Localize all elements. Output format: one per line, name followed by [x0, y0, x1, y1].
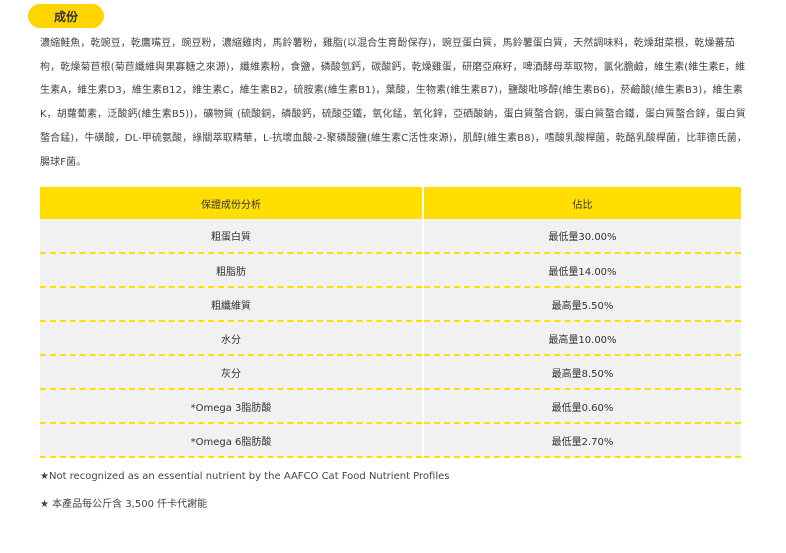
- nutrient-value: 最低量0.60%: [423, 389, 741, 424]
- table-row: 粗脂肪 最低量14.00%: [40, 253, 741, 288]
- nutrient-value: 最低量2.70%: [423, 423, 741, 458]
- footnote-calories: ★ 本產品每公斤含 3,500 仟卡代謝能: [40, 499, 208, 510]
- guaranteed-analysis-table: 保證成份分析 佔比 粗蛋白質 最低量30.00% 粗脂肪 最低量14.00% 粗…: [40, 187, 741, 458]
- nutrient-value: 最高量10.00%: [423, 321, 741, 356]
- nutrient-name: 粗纖維質: [40, 287, 424, 322]
- nutrient-name: 水分: [40, 321, 424, 356]
- table-row: 粗纖維質 最高量5.50%: [40, 287, 741, 322]
- header-analysis: 保證成份分析: [40, 187, 424, 219]
- table-row: 水分 最高量10.00%: [40, 321, 741, 356]
- table-row: 灰分 最高量8.50%: [40, 355, 741, 390]
- table-row: *Omega 3脂肪酸 最低量0.60%: [40, 389, 741, 424]
- table-row: *Omega 6脂肪酸 最低量2.70%: [40, 423, 741, 458]
- nutrient-value: 最高量5.50%: [423, 287, 741, 322]
- nutrient-name: 粗蛋白質: [40, 219, 424, 254]
- nutrient-name: 粗脂肪: [40, 253, 424, 288]
- ingredients-list: 濃縮鮭魚，乾豌豆，乾鷹嘴豆，豌豆粉，濃縮雞肉，馬鈴薯粉，雞脂(以混合生育酚保存)…: [40, 38, 747, 168]
- nutrient-value: 最低量14.00%: [423, 253, 741, 288]
- nutrient-name: *Omega 6脂肪酸: [40, 423, 424, 458]
- nutrient-value: 最低量30.00%: [423, 219, 741, 254]
- table-row: 粗蛋白質 最低量30.00%: [40, 219, 741, 254]
- footnote-aafco: ★Not recognized as an essential nutrient…: [40, 471, 450, 482]
- section-title-badge: 成份: [28, 4, 104, 28]
- table-header-row: 保證成份分析 佔比: [40, 187, 741, 219]
- section-title: 成份: [53, 9, 78, 24]
- nutrient-name: *Omega 3脂肪酸: [40, 389, 424, 424]
- nutrient-value: 最高量8.50%: [423, 355, 741, 390]
- header-percentage: 佔比: [423, 187, 741, 219]
- nutrient-name: 灰分: [40, 355, 424, 390]
